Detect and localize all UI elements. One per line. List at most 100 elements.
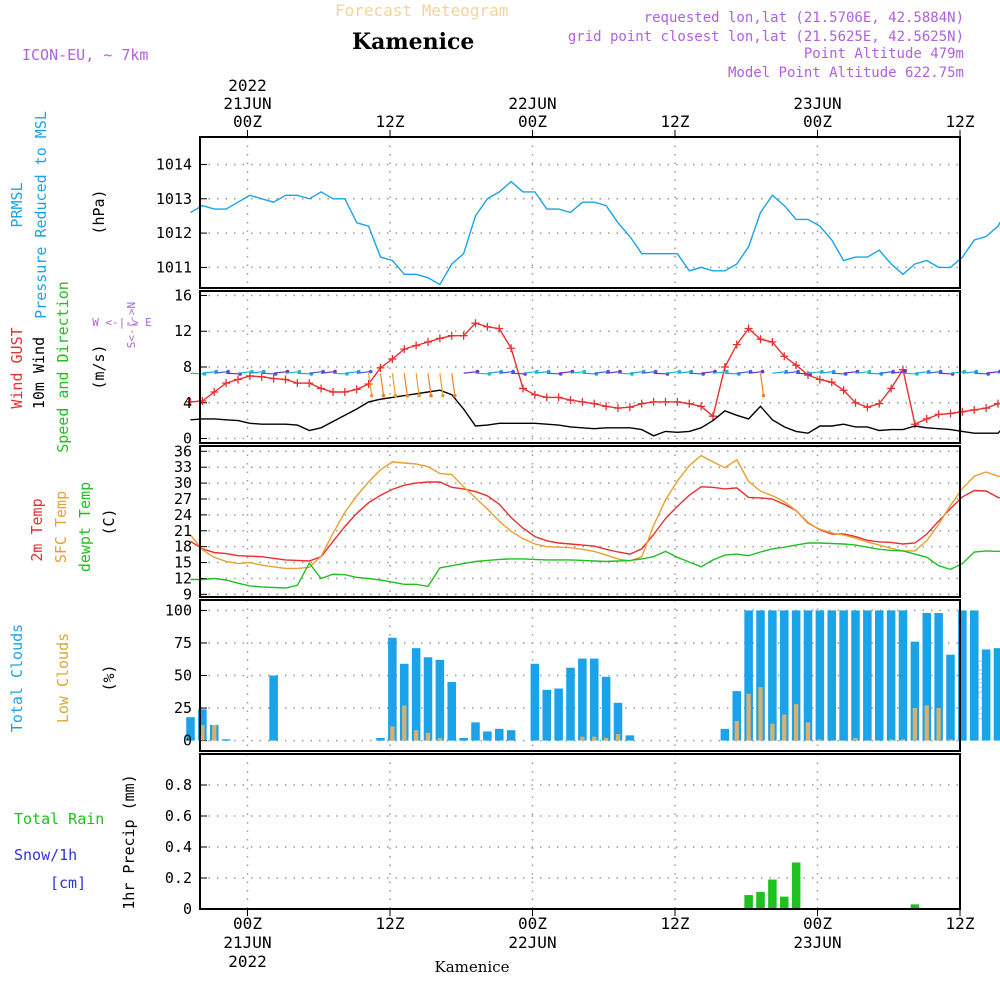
wind-arrow	[273, 370, 288, 374]
y-tick-label: 16	[174, 286, 192, 304]
grid-point: grid point closest lon,lat (21.5625E, 42…	[568, 29, 964, 45]
wind-arrow	[261, 372, 276, 375]
low-clouds-bar	[793, 704, 799, 741]
wind-arrow-head	[618, 369, 622, 374]
gust-marker	[459, 331, 468, 340]
y-tick-label: 0	[183, 430, 192, 448]
y-tick-label: 1014	[156, 155, 192, 173]
x-tick-label-top: 12Z	[946, 112, 975, 131]
total-clouds-bar	[483, 731, 492, 741]
wind-arrow	[606, 370, 621, 374]
wind-arrow-head	[226, 369, 230, 374]
label-precip-unit: 1hr Precip (mm)	[120, 774, 138, 909]
low-clouds-bar	[734, 721, 739, 741]
wind-arrow	[368, 373, 373, 396]
gust-marker	[483, 322, 492, 331]
wind-arrow-head	[938, 369, 943, 374]
x-tick-label-top: 12Z	[661, 112, 690, 131]
total-clouds-bar	[827, 610, 837, 741]
x-tick-label-bottom: 12Z	[376, 914, 405, 933]
panel-frame	[199, 290, 961, 444]
wind-arrow	[831, 372, 846, 375]
gust-marker	[578, 397, 587, 406]
gust-marker	[709, 412, 717, 421]
wind-arrow	[487, 370, 502, 374]
total-clouds-bar	[791, 610, 801, 741]
series-line-dewpt-temp	[190, 542, 1000, 589]
total-clouds-bar	[839, 610, 848, 741]
wind-arrow	[902, 372, 918, 375]
wind-arrow	[403, 373, 408, 396]
y-tick-label: 0.2	[165, 869, 192, 887]
gust-marker	[234, 375, 242, 384]
rain-bar	[756, 891, 765, 909]
footer-station: Kamenice	[435, 958, 510, 976]
label-2m-temp: 2m Temp	[28, 498, 46, 561]
x-tick-label-top: 00Z	[803, 112, 832, 131]
y-tick-label: 30	[174, 474, 192, 492]
wind-arrow	[867, 372, 882, 375]
gust-marker	[661, 397, 670, 406]
y-tick-label: 1011	[156, 258, 192, 276]
label-dewpt: dewpt Temp	[76, 482, 94, 572]
total-clouds-bar	[874, 610, 884, 741]
wind-arrow-head	[653, 369, 658, 374]
label-total-rain: Total Rain	[14, 810, 104, 828]
x-tick-label-bottom: 23JUN	[793, 933, 841, 952]
rain-bar	[768, 879, 777, 909]
model-point-altitude: Model Point Altitude 622.75m	[728, 65, 964, 81]
x-tick-label-top: 00Z	[233, 112, 262, 131]
wind-arrow	[379, 373, 385, 396]
gust-marker	[293, 379, 302, 388]
wind-arrow	[332, 372, 348, 375]
low-clouds-bar	[888, 739, 894, 741]
y-tick-label: 100	[165, 601, 192, 619]
low-clouds-bar	[770, 723, 775, 741]
wind-arrow-head	[441, 393, 445, 398]
panel-clouds	[186, 599, 1000, 752]
gust-marker	[887, 384, 896, 393]
total-clouds-bar	[910, 641, 920, 741]
compass-ns: S<-|->N	[125, 302, 138, 348]
total-clouds-bar	[269, 675, 278, 741]
gust-marker	[222, 379, 231, 388]
total-clouds-bar	[851, 610, 860, 741]
rain-bar	[791, 862, 801, 909]
wind-arrow	[855, 370, 870, 374]
gust-marker	[329, 388, 337, 397]
low-clouds-bar	[924, 705, 929, 741]
wind-arrow	[594, 370, 609, 374]
wind-arrow	[986, 370, 1000, 374]
total-clouds-bar	[815, 610, 825, 741]
point-altitude: Point Altitude 479m	[804, 46, 964, 62]
gust-marker	[780, 352, 789, 361]
wind-arrow-head	[511, 369, 515, 374]
gust-marker	[435, 334, 444, 343]
wind-arrow	[772, 370, 787, 374]
y-tick-label: 27	[174, 490, 192, 508]
label-total-clouds: Total Clouds	[8, 624, 26, 732]
panel-pressure	[190, 136, 1000, 289]
gust-marker	[495, 324, 504, 333]
label-sfc-temp: SFC Temp	[52, 491, 70, 563]
gust-marker	[364, 379, 373, 388]
y-tick-label: 0	[183, 732, 192, 750]
low-clouds-bar	[200, 724, 205, 741]
gust-marker	[507, 344, 516, 353]
y-tick-label: 0.8	[165, 776, 192, 794]
total-clouds-bar	[411, 648, 421, 741]
y-tick-label: 8	[183, 358, 192, 376]
wind-arrow	[344, 370, 359, 374]
label-pressure: Pressure Reduced to MSL	[32, 111, 50, 319]
gust-marker	[400, 345, 409, 354]
wind-arrow	[665, 370, 680, 374]
total-clouds-bar	[435, 659, 445, 741]
total-clouds-bar	[922, 613, 932, 741]
gust-marker	[447, 331, 456, 340]
wind-arrow-head	[867, 369, 872, 374]
total-clouds-bar	[530, 663, 540, 741]
wind-arrow	[558, 370, 573, 374]
gust-marker	[851, 398, 860, 407]
